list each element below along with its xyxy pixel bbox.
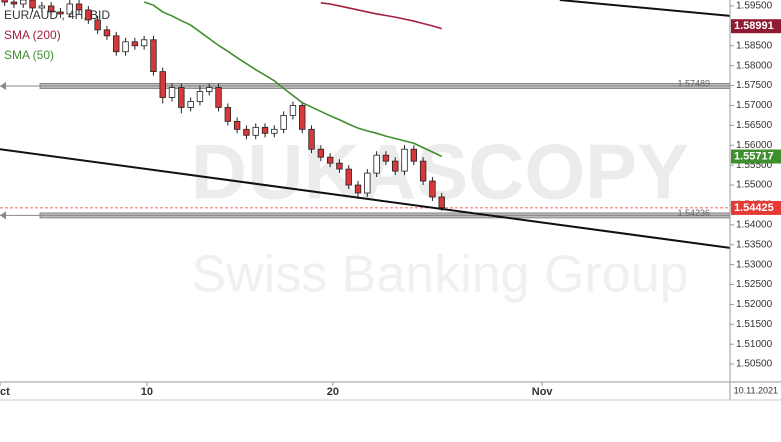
candle-body xyxy=(38,5,46,9)
candle-body xyxy=(150,39,157,73)
candle-body xyxy=(438,196,445,209)
price-marker-label: 1.58991 xyxy=(734,20,774,32)
y-tick-label: 1.50500 xyxy=(736,359,773,370)
candle-body xyxy=(57,11,64,15)
candle-body xyxy=(382,154,390,162)
y-tick-label: 1.57500 xyxy=(736,80,773,91)
candle-body xyxy=(206,87,213,92)
candle-body xyxy=(66,3,73,15)
candle-body xyxy=(75,3,83,11)
y-tick-label: 1.57000 xyxy=(736,100,773,111)
candle-body xyxy=(47,5,55,13)
y-tick-label: 1.52500 xyxy=(736,279,773,290)
candle-body xyxy=(140,39,148,47)
legend-entry: SMA (50) xyxy=(4,48,54,62)
candle-body xyxy=(429,180,436,198)
candle-body xyxy=(113,35,120,53)
x-tick-label: Nov xyxy=(532,386,554,398)
candle-body xyxy=(20,0,27,5)
y-tick-label: 1.53000 xyxy=(736,259,773,270)
plot-area: 1.57489 1.54236 xyxy=(0,0,730,249)
candle-body xyxy=(94,19,101,31)
y-tick-label: 1.52000 xyxy=(736,299,773,310)
sma-line xyxy=(320,1,442,30)
candle-body xyxy=(215,87,222,108)
x-tick-label: ct xyxy=(0,386,10,398)
price-marker xyxy=(731,19,781,34)
price-marker-label: 1.55717 xyxy=(734,150,774,162)
x-tick-label: 10 xyxy=(141,386,153,398)
candle-body xyxy=(252,126,259,136)
candle-body xyxy=(336,162,343,170)
level-arrow xyxy=(0,81,6,90)
trendline xyxy=(0,148,730,249)
candle-body xyxy=(187,101,194,108)
trendline xyxy=(559,0,730,17)
y-tick-label: 1.56500 xyxy=(736,120,773,131)
candle-body xyxy=(354,184,362,194)
candle-body xyxy=(410,148,418,162)
y-tick-label: 1.53500 xyxy=(736,239,773,250)
candle-body xyxy=(85,9,92,21)
watermark: Swiss Banking Group xyxy=(191,246,688,304)
y-tick-label: 1.51500 xyxy=(736,319,773,330)
chart-title: EUR/AUD , 4H, BID xyxy=(4,8,110,22)
candle-body xyxy=(159,71,166,98)
price-marker xyxy=(731,200,781,215)
price-marker-label: 1.54425 xyxy=(734,202,774,214)
candle-body xyxy=(224,107,232,122)
candle-body xyxy=(392,160,399,172)
y-tick-label: 1.54000 xyxy=(736,219,773,230)
candle-body xyxy=(103,29,111,37)
candle-body xyxy=(122,41,129,53)
level-label: 1.54236 xyxy=(677,208,710,218)
y-tick-label: 1.58000 xyxy=(736,60,773,71)
legend-entry: SMA (200) xyxy=(4,28,61,42)
candle-body xyxy=(178,87,185,108)
candle-body xyxy=(299,105,306,130)
x-tick-label: 20 xyxy=(327,386,339,398)
candle-body xyxy=(29,0,36,9)
date-label: 10.11.2021 xyxy=(734,385,778,395)
candle-body xyxy=(317,148,325,158)
candle-body xyxy=(1,0,8,3)
y-tick-label: 1.55000 xyxy=(736,180,773,191)
candle-body xyxy=(289,105,297,116)
candle-body xyxy=(271,128,278,134)
candle-body xyxy=(308,128,315,150)
candle-body xyxy=(233,120,241,130)
candle-body xyxy=(373,154,380,174)
y-tick-label: 1.51000 xyxy=(736,339,773,350)
level-arrow xyxy=(0,211,6,220)
candle-body xyxy=(326,156,334,164)
candle-body xyxy=(243,128,250,136)
y-tick-label: 1.56000 xyxy=(736,140,773,151)
y-tick-label: 1.55500 xyxy=(736,160,773,171)
level-label: 1.57489 xyxy=(677,78,710,88)
candle-body xyxy=(168,87,176,98)
y-tick-label: 1.59500 xyxy=(736,1,773,12)
sma-line xyxy=(143,1,443,158)
candle-body xyxy=(401,148,408,172)
candle-body xyxy=(196,91,204,102)
candle-body xyxy=(419,160,427,182)
candle-body xyxy=(131,41,139,47)
y-tick-label: 1.58500 xyxy=(736,40,773,51)
candle-body xyxy=(10,1,18,5)
candle-body xyxy=(364,172,371,194)
price-marker xyxy=(731,149,781,164)
candle-body xyxy=(280,114,287,130)
candle-body xyxy=(261,126,269,134)
candle-body xyxy=(345,168,352,186)
